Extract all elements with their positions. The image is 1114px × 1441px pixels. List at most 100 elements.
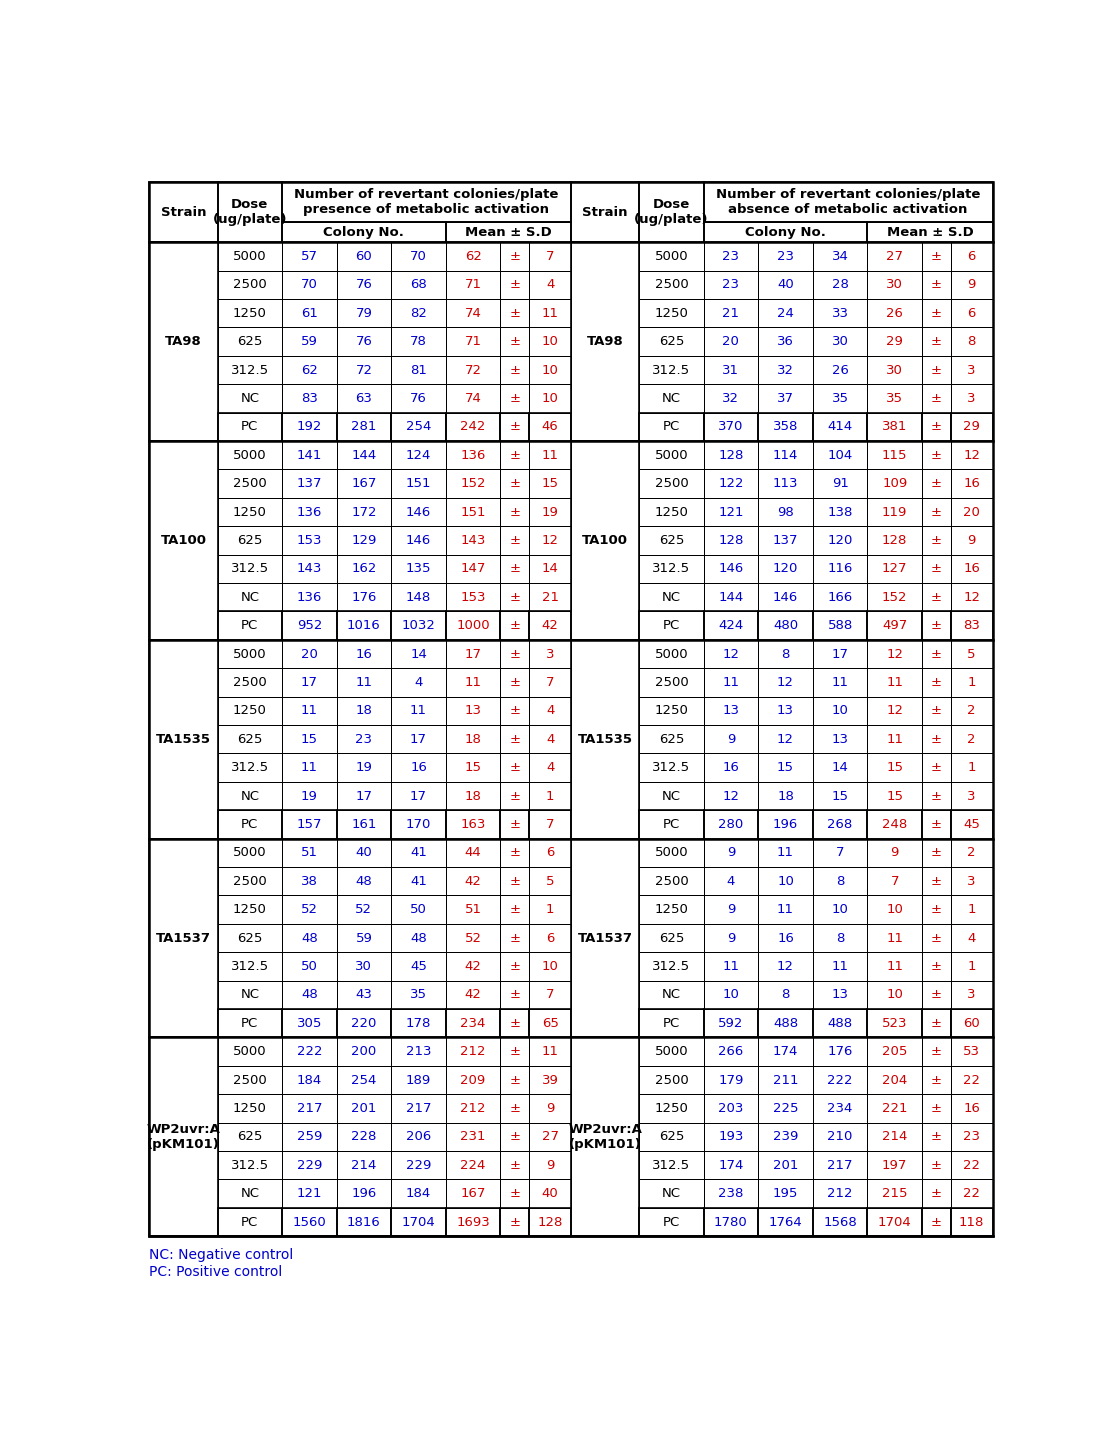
Bar [639, 725, 704, 754]
Bar [951, 810, 993, 839]
Bar [704, 839, 759, 867]
Bar [813, 300, 868, 327]
Bar [868, 782, 922, 810]
Text: 4: 4 [967, 931, 976, 944]
Bar [922, 867, 951, 895]
Text: 3: 3 [967, 989, 976, 1001]
Text: 23: 23 [964, 1130, 980, 1143]
Text: 242: 242 [460, 421, 486, 434]
Text: 3: 3 [967, 790, 976, 803]
Text: 210: 210 [828, 1130, 853, 1143]
Text: 10: 10 [541, 392, 558, 405]
Bar [529, 1151, 570, 1180]
Bar [704, 182, 993, 222]
Text: 11: 11 [301, 761, 317, 774]
Bar [868, 441, 922, 470]
Bar [500, 1208, 529, 1236]
Bar [217, 1066, 282, 1094]
Text: 161: 161 [351, 818, 377, 831]
Bar [282, 1123, 336, 1151]
Bar [868, 584, 922, 611]
Text: 30: 30 [887, 363, 903, 376]
Bar [868, 981, 922, 1009]
Text: 10: 10 [832, 904, 849, 916]
Text: 21: 21 [541, 591, 558, 604]
Bar [704, 895, 759, 924]
Bar [759, 327, 813, 356]
Text: 625: 625 [237, 1130, 263, 1143]
Bar [500, 1151, 529, 1180]
Bar [868, 470, 922, 497]
Bar [529, 1123, 570, 1151]
Text: 143: 143 [296, 562, 322, 575]
Text: 65: 65 [541, 1017, 558, 1030]
Bar [391, 1094, 446, 1123]
Text: ±: ± [931, 307, 942, 320]
Text: 2500: 2500 [655, 1074, 688, 1087]
Text: 3: 3 [967, 363, 976, 376]
Bar [868, 669, 922, 696]
Text: 41: 41 [410, 875, 427, 888]
Bar [336, 584, 391, 611]
Bar [282, 611, 336, 640]
Bar [282, 412, 336, 441]
Text: 50: 50 [410, 904, 427, 916]
Bar [149, 1038, 217, 1236]
Bar [868, 242, 922, 271]
Text: 11: 11 [541, 1045, 558, 1058]
Text: 424: 424 [719, 620, 743, 633]
Bar [391, 953, 446, 981]
Text: 18: 18 [465, 733, 481, 746]
Bar [336, 1094, 391, 1123]
Text: NC: NC [662, 989, 681, 1001]
Text: 10: 10 [778, 875, 794, 888]
Bar [868, 271, 922, 300]
Bar [500, 782, 529, 810]
Text: 31: 31 [722, 363, 740, 376]
Bar [759, 953, 813, 981]
Bar [391, 867, 446, 895]
Bar [446, 810, 500, 839]
Text: 224: 224 [460, 1159, 486, 1172]
Bar [336, 555, 391, 584]
Text: ±: ± [509, 875, 520, 888]
Bar [446, 356, 500, 385]
Text: 4: 4 [414, 676, 422, 689]
Text: 8: 8 [836, 875, 844, 888]
Bar [704, 1123, 759, 1151]
Bar [282, 1180, 336, 1208]
Text: 52: 52 [465, 931, 481, 944]
Text: TA1537: TA1537 [156, 931, 211, 944]
Text: 152: 152 [460, 477, 486, 490]
Text: 9: 9 [546, 1159, 555, 1172]
Bar [922, 1038, 951, 1066]
Text: NC: NC [662, 392, 681, 405]
Text: 1000: 1000 [457, 620, 490, 633]
Bar [391, 924, 446, 953]
Text: 184: 184 [405, 1187, 431, 1200]
Bar [639, 867, 704, 895]
Bar [149, 839, 217, 1038]
Text: 72: 72 [355, 363, 372, 376]
Text: 124: 124 [405, 448, 431, 461]
Text: 12: 12 [887, 705, 903, 718]
Bar [217, 953, 282, 981]
Text: 76: 76 [355, 278, 372, 291]
Bar [868, 725, 922, 754]
Bar [529, 924, 570, 953]
Text: NC: NC [241, 591, 260, 604]
Text: NC: NC [662, 790, 681, 803]
Bar [759, 1066, 813, 1094]
Bar [639, 669, 704, 696]
Text: ±: ± [509, 421, 520, 434]
Text: 74: 74 [465, 307, 481, 320]
Text: 12: 12 [541, 535, 558, 548]
Bar [446, 497, 500, 526]
Bar [639, 924, 704, 953]
Text: 60: 60 [355, 249, 372, 262]
Bar [529, 470, 570, 497]
Bar [813, 1038, 868, 1066]
Bar [282, 981, 336, 1009]
Text: ±: ± [931, 392, 942, 405]
Text: 12: 12 [778, 676, 794, 689]
